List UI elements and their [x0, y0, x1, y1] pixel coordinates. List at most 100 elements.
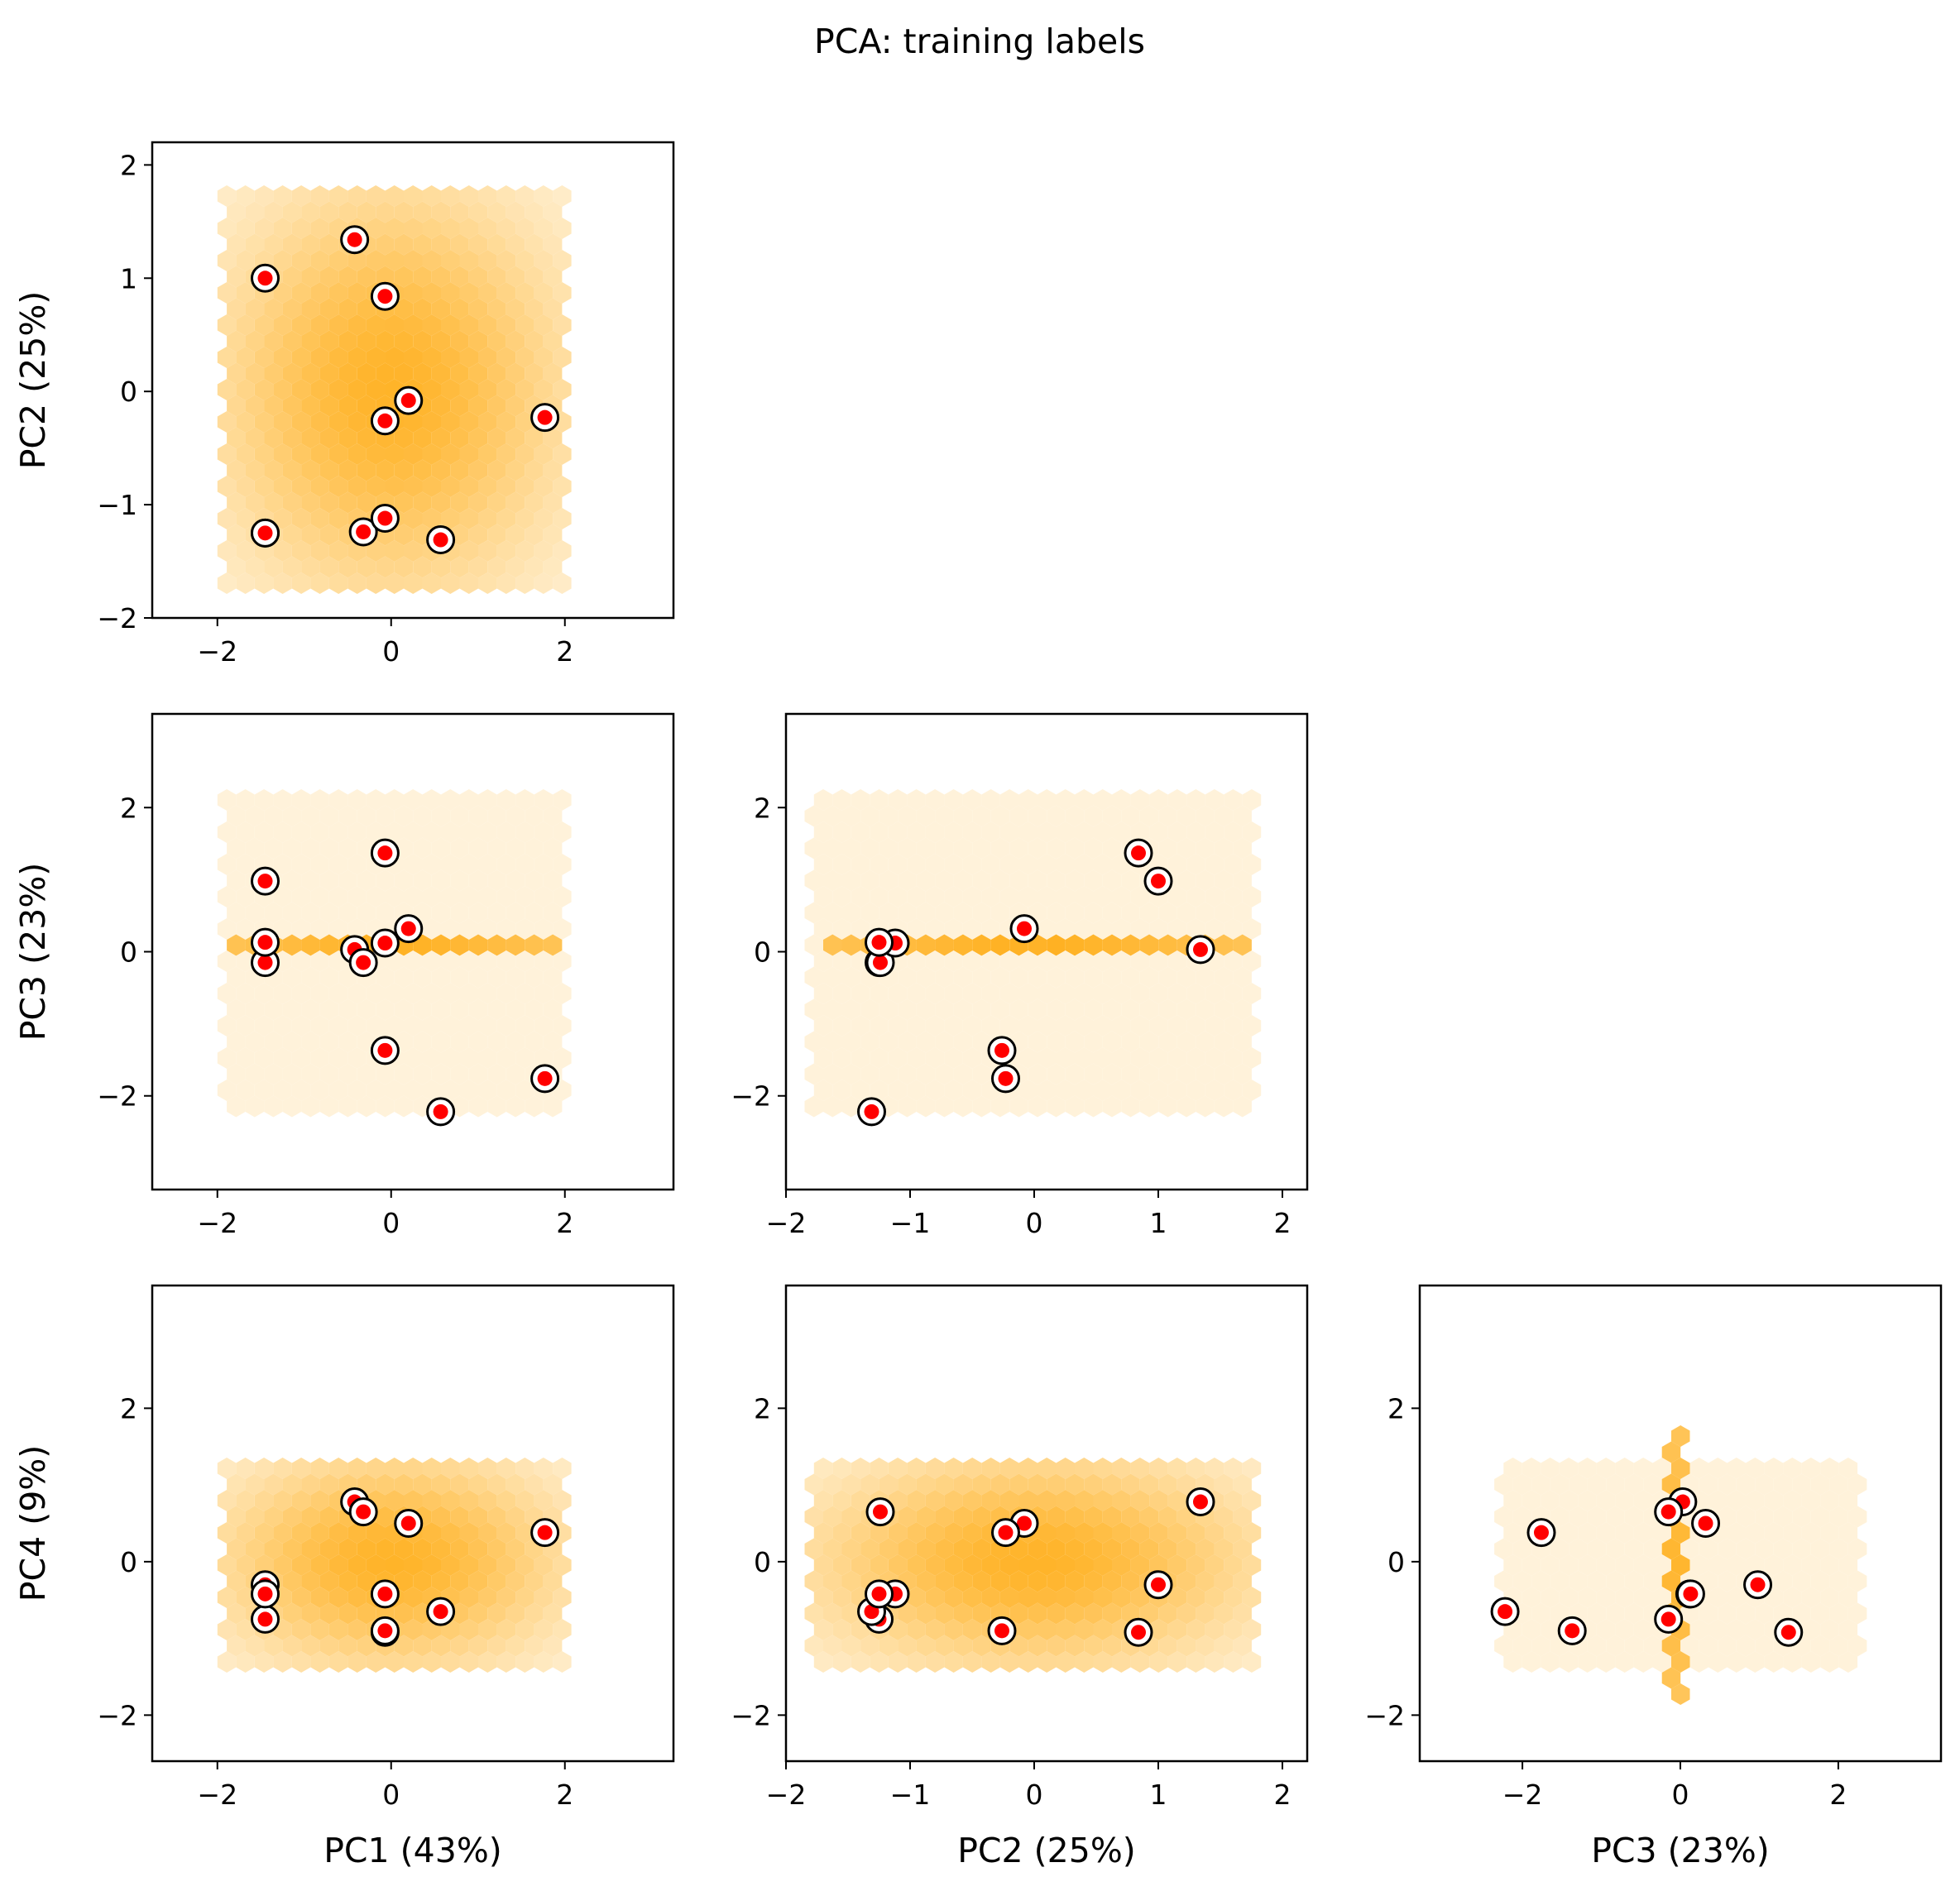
hex-cell	[1186, 983, 1205, 1004]
label-point	[377, 1042, 393, 1058]
hex-cell	[543, 1031, 563, 1053]
hex-cell	[496, 1458, 516, 1479]
hex-cell	[328, 508, 348, 529]
hex-cell	[245, 556, 265, 578]
hex-cell	[907, 918, 926, 940]
x-tick-label: 2	[556, 1207, 573, 1239]
hex-cell	[366, 886, 386, 907]
hex-cell	[1531, 1602, 1550, 1625]
hex-cell	[1541, 1458, 1560, 1479]
y-tick-label: 0	[120, 936, 137, 969]
hex-cell	[301, 201, 320, 223]
hex-cell	[245, 1095, 265, 1118]
hex-cell	[478, 540, 497, 562]
hex-cell	[1214, 1031, 1234, 1053]
hex-cell	[319, 998, 339, 1021]
hex-cell	[310, 185, 329, 207]
hex-cell	[319, 362, 339, 385]
hex-cell	[496, 443, 516, 465]
hex-cell	[1186, 1080, 1205, 1101]
hex-cell	[478, 508, 497, 529]
hex-cell	[1783, 1490, 1802, 1511]
hex-cell	[907, 1619, 926, 1640]
hex-cell	[1233, 1538, 1252, 1560]
hex-cell	[347, 572, 367, 594]
hex-cell	[962, 886, 982, 907]
hex-cell	[441, 918, 460, 940]
hex-cell	[1018, 983, 1038, 1004]
hex-cell	[888, 1458, 908, 1479]
y-tick-label: −1	[97, 489, 137, 521]
hex-cell	[1056, 1554, 1075, 1576]
hex-cell	[1214, 902, 1234, 924]
hex-cell	[468, 1473, 488, 1496]
hex-cell	[1102, 805, 1122, 827]
hex-cell	[1112, 1651, 1131, 1673]
hex-cell	[291, 347, 311, 368]
hex-cell	[1578, 1458, 1597, 1479]
hex-cell	[543, 1635, 563, 1657]
hex-cell	[404, 1458, 423, 1479]
hex-cell	[515, 379, 534, 400]
hex-cell	[1792, 1602, 1811, 1625]
hex-cell	[534, 789, 553, 811]
hex-cell	[357, 266, 376, 288]
hex-cell	[515, 1554, 534, 1576]
hex-cell	[1047, 934, 1066, 956]
hex-cell	[264, 298, 283, 320]
hex-cell	[291, 476, 311, 497]
hex-cell	[1130, 1015, 1150, 1037]
label-point	[433, 1604, 448, 1620]
hex-cell	[1671, 1522, 1690, 1544]
hex-cell	[468, 491, 488, 514]
hex-cell	[319, 1570, 339, 1592]
hex-cell	[962, 1047, 982, 1069]
hex-cell	[1242, 983, 1262, 1004]
hex-cell	[245, 805, 265, 827]
hex-cell	[310, 476, 329, 497]
x-tick-label: 0	[382, 1207, 400, 1239]
hex-cell	[525, 934, 544, 956]
hex-cell	[543, 1095, 563, 1118]
hex-cell	[217, 983, 237, 1004]
hex-cell	[1233, 1602, 1252, 1625]
hex-cell	[999, 1587, 1019, 1608]
hex-cell	[1038, 1587, 1057, 1608]
hex-cell	[282, 233, 302, 256]
hex-cell	[1569, 1538, 1588, 1560]
hex-cell	[478, 185, 497, 207]
hex-cell	[1214, 837, 1234, 859]
hex-cell	[879, 998, 899, 1021]
hex-cell	[534, 983, 553, 1004]
hex-cell	[543, 298, 563, 320]
hex-cell	[841, 1095, 861, 1118]
hex-cell	[1102, 1473, 1122, 1496]
hex-cell	[441, 1080, 460, 1101]
hex-cell	[291, 1522, 311, 1544]
hex-cell	[1522, 1554, 1541, 1576]
hex-cell	[841, 1635, 861, 1657]
y-tick-label: 2	[754, 1392, 771, 1424]
hex-cell	[1689, 1619, 1708, 1640]
hex-cell	[962, 918, 982, 940]
hex-cell	[496, 314, 516, 336]
hex-cell	[1158, 1095, 1177, 1118]
hex-cell	[972, 1635, 991, 1657]
hex-cell	[1522, 1587, 1541, 1608]
hex-cell	[1242, 1490, 1262, 1511]
hex-cell	[515, 1490, 534, 1511]
hex-cell	[227, 805, 246, 827]
hex-cell	[1773, 1538, 1793, 1560]
y-tick-label: −2	[97, 1699, 137, 1731]
hex-cell	[999, 983, 1019, 1004]
hex-cell	[245, 1063, 265, 1085]
hex-cell	[236, 476, 255, 497]
label-points	[1490, 1487, 1804, 1647]
hex-cell	[823, 1602, 842, 1625]
hex-cell	[1746, 1651, 1765, 1673]
hex-cell	[291, 379, 311, 400]
hex-cell	[441, 508, 460, 529]
hex-cell	[999, 854, 1019, 875]
hex-cell	[944, 1587, 963, 1608]
